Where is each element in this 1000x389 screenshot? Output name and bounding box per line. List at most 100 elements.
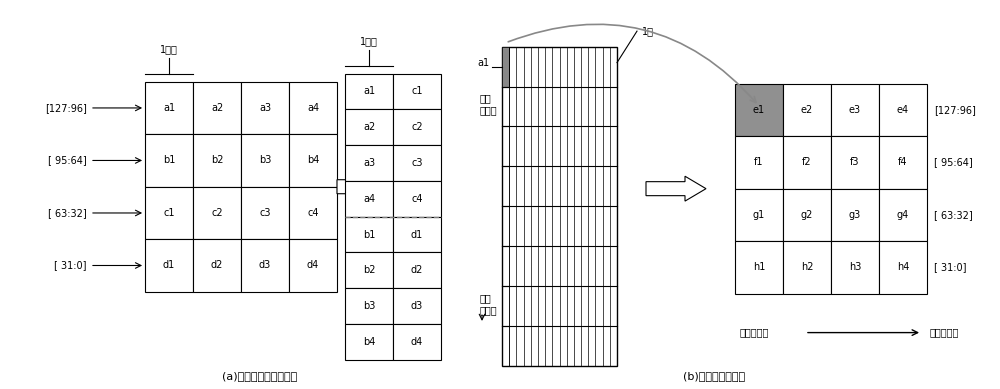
Bar bbox=[193, 239, 241, 292]
Bar bbox=[345, 181, 393, 217]
Text: e4: e4 bbox=[897, 105, 909, 115]
Bar bbox=[879, 136, 927, 189]
Bar bbox=[831, 136, 879, 189]
Text: [127:96]: [127:96] bbox=[934, 105, 976, 115]
Text: d1: d1 bbox=[411, 230, 423, 240]
Bar bbox=[145, 134, 193, 187]
Bar bbox=[345, 145, 393, 181]
Text: a1: a1 bbox=[363, 86, 375, 96]
Text: c1: c1 bbox=[163, 208, 175, 218]
Text: (a)中间値矩阵变换操作: (a)中间値矩阵变换操作 bbox=[222, 371, 298, 381]
Bar bbox=[193, 187, 241, 239]
Text: a4: a4 bbox=[363, 194, 375, 204]
Text: a3: a3 bbox=[363, 158, 375, 168]
Text: [ 31:0]: [ 31:0] bbox=[54, 261, 87, 270]
Text: d3: d3 bbox=[411, 301, 423, 311]
Bar bbox=[783, 84, 831, 136]
Text: [ 95:64]: [ 95:64] bbox=[934, 158, 973, 167]
Text: 最低
有效位: 最低 有效位 bbox=[479, 294, 497, 315]
Bar bbox=[783, 189, 831, 241]
Text: d3: d3 bbox=[259, 261, 271, 270]
Text: b1: b1 bbox=[363, 230, 375, 240]
Bar bbox=[879, 241, 927, 294]
Text: b3: b3 bbox=[259, 156, 271, 165]
Bar bbox=[345, 217, 393, 252]
Bar bbox=[289, 134, 337, 187]
Text: a1: a1 bbox=[163, 103, 175, 113]
Text: g2: g2 bbox=[801, 210, 813, 220]
Text: e2: e2 bbox=[801, 105, 813, 115]
Text: d4: d4 bbox=[307, 261, 319, 270]
Text: [ 31:0]: [ 31:0] bbox=[934, 263, 966, 272]
Bar bbox=[289, 82, 337, 134]
Text: f3: f3 bbox=[850, 158, 860, 167]
Text: d2: d2 bbox=[411, 265, 423, 275]
Text: f1: f1 bbox=[754, 158, 764, 167]
Text: c4: c4 bbox=[307, 208, 319, 218]
Bar bbox=[502, 47, 509, 87]
Text: c1: c1 bbox=[411, 86, 423, 96]
Text: d4: d4 bbox=[411, 337, 423, 347]
Bar bbox=[193, 134, 241, 187]
Text: b4: b4 bbox=[363, 337, 375, 347]
Text: a3: a3 bbox=[259, 103, 271, 113]
Text: 最高
有效位: 最高 有效位 bbox=[479, 93, 497, 115]
Bar bbox=[783, 136, 831, 189]
Bar bbox=[502, 47, 617, 366]
Bar bbox=[393, 217, 441, 252]
Text: [ 63:32]: [ 63:32] bbox=[934, 210, 973, 220]
Text: 1字节: 1字节 bbox=[160, 44, 178, 54]
Bar bbox=[879, 84, 927, 136]
Bar bbox=[241, 239, 289, 292]
Text: a2: a2 bbox=[211, 103, 223, 113]
Bar bbox=[393, 324, 441, 360]
Bar bbox=[831, 241, 879, 294]
Text: b3: b3 bbox=[363, 301, 375, 311]
Text: c3: c3 bbox=[259, 208, 271, 218]
Bar bbox=[735, 241, 783, 294]
Text: h4: h4 bbox=[897, 263, 909, 272]
Text: g3: g3 bbox=[849, 210, 861, 220]
Bar bbox=[345, 109, 393, 145]
Text: d2: d2 bbox=[211, 261, 223, 270]
Bar bbox=[393, 145, 441, 181]
Bar bbox=[393, 109, 441, 145]
Text: a2: a2 bbox=[363, 122, 375, 132]
Bar bbox=[879, 189, 927, 241]
Bar bbox=[735, 84, 783, 136]
Bar bbox=[345, 252, 393, 288]
Bar bbox=[393, 288, 441, 324]
Bar bbox=[145, 239, 193, 292]
Bar bbox=[393, 181, 441, 217]
Text: g1: g1 bbox=[753, 210, 765, 220]
Text: b2: b2 bbox=[211, 156, 223, 165]
Text: a1: a1 bbox=[478, 58, 490, 68]
Bar bbox=[393, 252, 441, 288]
Text: h1: h1 bbox=[753, 263, 765, 272]
Text: f2: f2 bbox=[802, 158, 812, 167]
Text: f4: f4 bbox=[898, 158, 908, 167]
Polygon shape bbox=[646, 176, 706, 201]
Polygon shape bbox=[337, 174, 387, 199]
Text: 最低有效位: 最低有效位 bbox=[930, 328, 959, 338]
Text: [127:96]: [127:96] bbox=[45, 103, 87, 113]
Text: h2: h2 bbox=[801, 263, 813, 272]
Bar bbox=[502, 47, 509, 87]
Bar bbox=[145, 187, 193, 239]
Text: c2: c2 bbox=[211, 208, 223, 218]
Text: h3: h3 bbox=[849, 263, 861, 272]
Bar bbox=[345, 288, 393, 324]
Bar bbox=[289, 187, 337, 239]
Bar bbox=[502, 47, 509, 366]
Text: 最高有效位: 最高有效位 bbox=[740, 328, 769, 338]
Bar bbox=[145, 82, 193, 134]
Text: a4: a4 bbox=[307, 103, 319, 113]
Text: c3: c3 bbox=[411, 158, 423, 168]
Text: b1: b1 bbox=[163, 156, 175, 165]
Text: [ 63:32]: [ 63:32] bbox=[48, 208, 87, 218]
Text: c4: c4 bbox=[411, 194, 423, 204]
Bar bbox=[241, 187, 289, 239]
Bar bbox=[193, 82, 241, 134]
Text: e3: e3 bbox=[849, 105, 861, 115]
Bar bbox=[831, 84, 879, 136]
